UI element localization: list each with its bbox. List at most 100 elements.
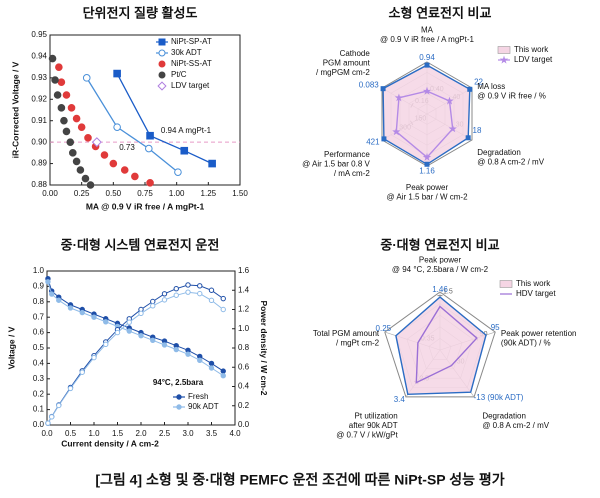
y-tick-label: 0.92 [31,94,47,103]
y-tick-label: 0.95 [31,30,47,39]
legend-label: NiPt-SS-AT [171,59,212,68]
y-tick-label: 0.89 [31,159,47,168]
marker [77,123,86,131]
marker [392,127,401,136]
axis-label: @ 0.7 V / kW/gPt [336,430,398,439]
x-tick-label: 0.75 [137,189,153,198]
marker [91,137,102,148]
series-area [415,305,478,384]
marker [145,144,153,153]
y-tick-label: 0.4 [33,359,45,368]
y-axis-label: Voltage / V [6,326,16,369]
y-tick-label: 0.3 [33,374,45,383]
marker [79,369,85,375]
marker [180,146,189,155]
marker [86,181,95,189]
axis-label: Degradation [477,148,521,157]
marker [120,166,129,174]
marker [197,357,203,364]
axis-label: @ Air 1.5 bar 0.8 V [302,160,370,169]
radar-ring [384,291,496,398]
x-tick-label: 0.5 [65,429,77,438]
value-label: 95 [491,323,500,332]
marker [56,297,62,303]
marker [76,166,85,174]
marker [126,319,132,325]
marker [174,168,182,176]
marker [69,149,77,157]
legend-marker [158,60,166,68]
marker [208,365,215,371]
marker [91,354,97,361]
marker [49,291,55,297]
marker [208,360,215,367]
marker [100,151,109,159]
series-line [86,77,179,173]
marker [146,179,154,187]
marker [150,303,156,309]
chart-title: 중·대형 시스템 연료전지 운전 [61,237,220,252]
marker [126,328,132,334]
marker [91,314,97,320]
series-line [47,278,224,372]
marker [82,74,91,82]
marker [72,114,81,123]
chart-title: 단위전지 질량 활성도 [83,5,198,20]
marker [103,319,109,325]
marker [208,287,215,293]
value-label: 1.46 [432,285,448,294]
marker [220,373,226,379]
marker [56,402,62,409]
legend-label: 30k ADT [171,48,202,57]
marker [55,63,63,71]
legend-label: This work [516,279,551,288]
marker [114,329,121,336]
axis-label: @ 0.8 A cm-2 / mV [477,158,544,167]
axis-label: @ 94 °C, 2.5bara / W cm-2 [392,265,489,274]
y-tick-label: 0.9 [33,282,45,291]
axis-label: Peak power retention [501,329,577,338]
x-tick-label: 4.0 [229,429,241,438]
x-tick-label: 1.0 [88,429,100,438]
series-line [116,73,213,165]
marker [197,290,203,297]
axis-label: Peak power [419,256,462,265]
y2-tick-label: 0.2 [238,401,250,410]
axis-label: Cathode [340,49,371,58]
legend-label: HDV target [516,289,556,298]
y2-tick-label: 0.6 [238,362,250,371]
marker [67,104,76,112]
y-tick-label: 0.88 [31,180,47,189]
marker [448,124,457,133]
marker [60,116,68,125]
marker [45,279,51,285]
marker [72,157,81,166]
axis-label: Pt utilization [355,411,398,420]
marker [109,159,118,168]
marker [220,368,226,374]
marker [138,332,144,339]
radar-tick-label: 1.5 [443,288,453,295]
y-tick-label: 0.1 [33,405,45,414]
axis-label: MA loss [477,82,505,91]
x-tick-label: 0.50 [106,189,122,198]
marker [79,309,85,316]
value-label: 0.25 [376,324,392,333]
marker [103,341,109,348]
chart-title: 중·대형 연료전지 비교 [380,237,499,252]
marker [62,91,71,99]
marker [66,138,75,146]
x-tick-label: 0.25 [74,189,90,198]
x-tick-label: 3.5 [206,429,218,438]
x-tick-label: 0.0 [41,429,53,438]
series-line [47,281,224,377]
y-tick-label: 0.8 [33,297,45,306]
y2-axis-label: Power density / W cm-2 [259,301,269,396]
marker [173,286,179,292]
y2-tick-label: 0.0 [238,420,250,429]
legend-marker [157,81,167,91]
x-tick-label: 1.25 [201,189,217,198]
x-tick-label: 1.50 [232,189,248,198]
x-tick-label: 2.0 [135,429,147,438]
